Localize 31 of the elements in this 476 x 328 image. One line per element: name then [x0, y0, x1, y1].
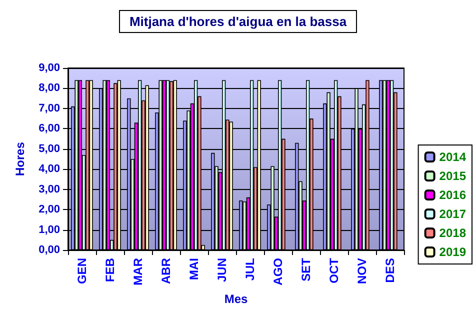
- x-tick-label: MAI: [187, 258, 201, 280]
- y-tick-label: 3,00: [38, 183, 60, 196]
- legend-label: 2018: [439, 226, 466, 240]
- x-tick-label: SET: [299, 257, 313, 282]
- y-tick-label: 0,00: [38, 244, 60, 256]
- legend-label: 2014: [439, 150, 466, 164]
- legend-label: 2017: [439, 207, 466, 221]
- x-tick-label: FEB: [103, 258, 117, 282]
- y-tick-label: 1,00: [38, 224, 60, 236]
- x-tick-label: DES: [383, 258, 397, 283]
- x-tick-label: MAR: [131, 258, 145, 286]
- x-tick-label: ABR: [159, 258, 173, 284]
- x-axis-title: Mes: [224, 292, 248, 306]
- y-tick-label: 6,00: [38, 122, 60, 135]
- chart-title: Mitjana d'hores d'aigua en la bassa: [129, 14, 348, 29]
- x-tick-label: AGO: [271, 258, 285, 286]
- y-axis-title: Hores: [13, 142, 27, 176]
- x-tick-label: NOV: [355, 258, 369, 284]
- legend-label: 2016: [439, 188, 466, 202]
- y-tick-label: 5,00: [38, 142, 60, 155]
- y-tick-label: 4,00: [38, 163, 60, 176]
- legend-label: 2019: [439, 245, 466, 259]
- x-tick-label: GEN: [75, 258, 89, 284]
- y-tick-label: 8,00: [38, 82, 60, 94]
- y-tick-label: 9,00: [38, 62, 60, 74]
- y-tick-label: 2,00: [38, 204, 60, 216]
- x-tick-label: JUL: [243, 258, 257, 281]
- y-tick-label: 7,00: [38, 102, 60, 114]
- x-tick-label: JUN: [215, 258, 229, 282]
- legend-label: 2015: [439, 169, 466, 183]
- x-tick-label: OCT: [327, 257, 341, 284]
